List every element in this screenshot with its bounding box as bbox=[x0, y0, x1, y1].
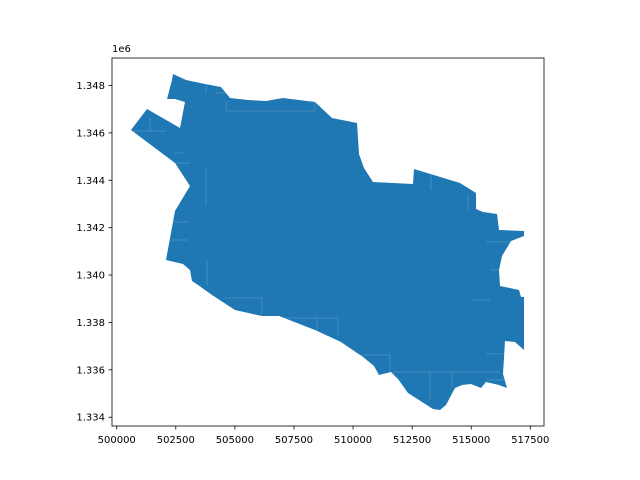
y-tick-label: 1.340 bbox=[76, 271, 105, 282]
y-tick-label: 1.334 bbox=[76, 413, 105, 424]
y-axis: 1.334 1.336 1.338 1.340 1.342 1.344 1.346 1.348 bbox=[76, 81, 112, 424]
y-tick-label: 1.342 bbox=[76, 223, 105, 234]
x-tick-label: 500000 bbox=[98, 435, 136, 446]
axes-frame bbox=[111, 57, 545, 427]
x-tick-label: 515000 bbox=[452, 435, 490, 446]
y-tick-label: 1.346 bbox=[76, 128, 105, 139]
x-tick-label: 502500 bbox=[157, 435, 195, 446]
y-axis-offset-label: 1e6 bbox=[112, 44, 131, 55]
internal-boundaries bbox=[134, 85, 510, 400]
y-tick-label: 1.336 bbox=[76, 365, 105, 376]
x-tick-label: 507500 bbox=[275, 435, 313, 446]
y-tick-label: 1.344 bbox=[76, 176, 105, 187]
x-tick-label: 510000 bbox=[334, 435, 372, 446]
plot-area bbox=[131, 74, 524, 410]
region-polygon bbox=[131, 74, 524, 410]
x-tick-label: 517500 bbox=[511, 435, 549, 446]
y-tick-label: 1.338 bbox=[76, 318, 105, 329]
y-tick-label: 1.348 bbox=[76, 81, 105, 92]
x-tick-label: 512500 bbox=[393, 435, 431, 446]
x-axis: 500000 502500 505000 507500 510000 512500 5150… bbox=[98, 426, 549, 446]
x-tick-label: 505000 bbox=[216, 435, 254, 446]
